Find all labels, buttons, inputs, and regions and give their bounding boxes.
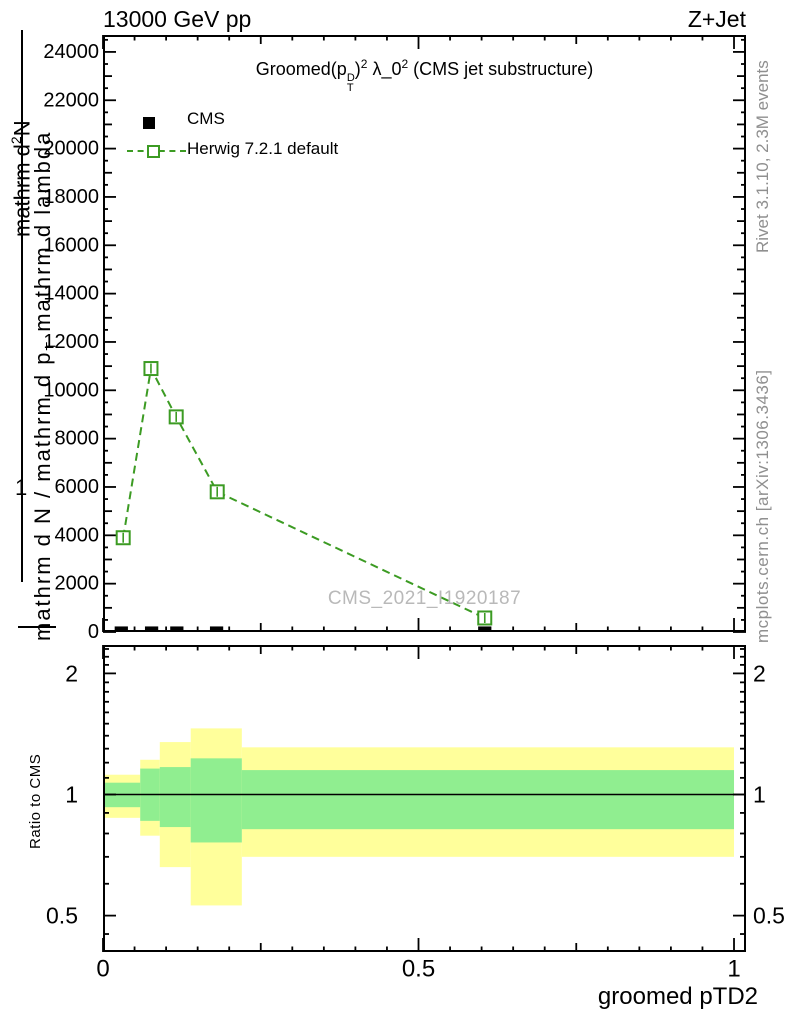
svg-text:2: 2 — [65, 660, 78, 686]
svg-text:2000: 2000 — [55, 573, 100, 595]
ratio-axis-label: Ratio to CMS — [27, 753, 44, 849]
title-suffix: (CMS jet substructure) — [408, 59, 594, 79]
svg-text:1: 1 — [727, 956, 740, 983]
y-axis-fraction-bar — [21, 30, 23, 582]
svg-text:2: 2 — [753, 660, 766, 686]
title-squared-1: 2 — [360, 57, 368, 71]
cms-series — [114, 626, 492, 632]
main-plot-frame — [103, 35, 746, 632]
svg-text:24000: 24000 — [43, 41, 99, 63]
legend-label-cms: CMS — [187, 109, 225, 128]
svg-text:4000: 4000 — [55, 524, 100, 546]
cms-legend-marker — [143, 117, 155, 129]
axis-ticks — [102, 35, 746, 952]
cms-data-point — [170, 626, 184, 632]
y-axis-title-one: 1 — [15, 475, 28, 500]
svg-text:16000: 16000 — [43, 234, 99, 256]
watermark-analysis-id: CMS_2021_I1920187 — [327, 588, 522, 609]
herwig-legend-marker — [147, 145, 160, 158]
plot-frames — [103, 35, 746, 952]
svg-text:0: 0 — [88, 621, 99, 643]
y-axis-title-denominator: mathrm d N / mathrm d pT mathrm d lambda — [30, 130, 59, 641]
x-axis-label: groomed pTD2 — [597, 983, 758, 1010]
cms-data-point — [478, 626, 492, 632]
mcplots-arxiv-note: mcplots.cern.ch [arXiv:1306.3436] — [753, 369, 772, 643]
svg-text:22000: 22000 — [43, 89, 99, 111]
ratio-plot-frame — [103, 645, 746, 952]
svg-text:18000: 18000 — [43, 186, 99, 208]
plot-title: Groomed(p D T)2 λ_02 (CMS jet substructure… — [103, 53, 746, 94]
legend-label-herwig: Herwig 7.2.1 default — [187, 139, 339, 158]
svg-text:14000: 14000 — [43, 283, 99, 305]
process-label: Z+Jet — [687, 6, 746, 32]
title-paren: ) — [354, 59, 361, 79]
ratio-bands — [103, 728, 735, 906]
svg-text:6000: 6000 — [55, 476, 100, 498]
svg-text:0.5: 0.5 — [753, 903, 785, 929]
herwig-series — [115, 361, 493, 626]
title-prefix: Groomed(p — [255, 59, 347, 79]
svg-text:0.5: 0.5 — [402, 956, 435, 983]
tick-labels: 0 2000 4000 6000 8000 10000 12000 14000 16000 180… — [43, 41, 785, 983]
cms-data-point — [114, 626, 128, 632]
svg-text:12000: 12000 — [43, 331, 99, 353]
cms-data-point — [209, 626, 224, 632]
svg-text:0: 0 — [96, 956, 109, 983]
title-squared-2: 2 — [401, 57, 409, 71]
svg-text:1: 1 — [753, 782, 766, 808]
y-axis-fraction-bar-end — [18, 626, 56, 628]
svg-text:0.5: 0.5 — [46, 903, 78, 929]
svg-text:1: 1 — [65, 782, 78, 808]
title-lambda: λ_0 — [367, 59, 402, 79]
beam-energy-label: 13000 GeV pp — [103, 6, 252, 32]
rivet-version-note: Rivet 3.1.10, 2.3M events — [753, 60, 772, 253]
svg-text:8000: 8000 — [55, 428, 100, 450]
svg-text:10000: 10000 — [43, 379, 99, 401]
svg-text:20000: 20000 — [43, 138, 99, 160]
cms-data-point — [144, 626, 159, 632]
